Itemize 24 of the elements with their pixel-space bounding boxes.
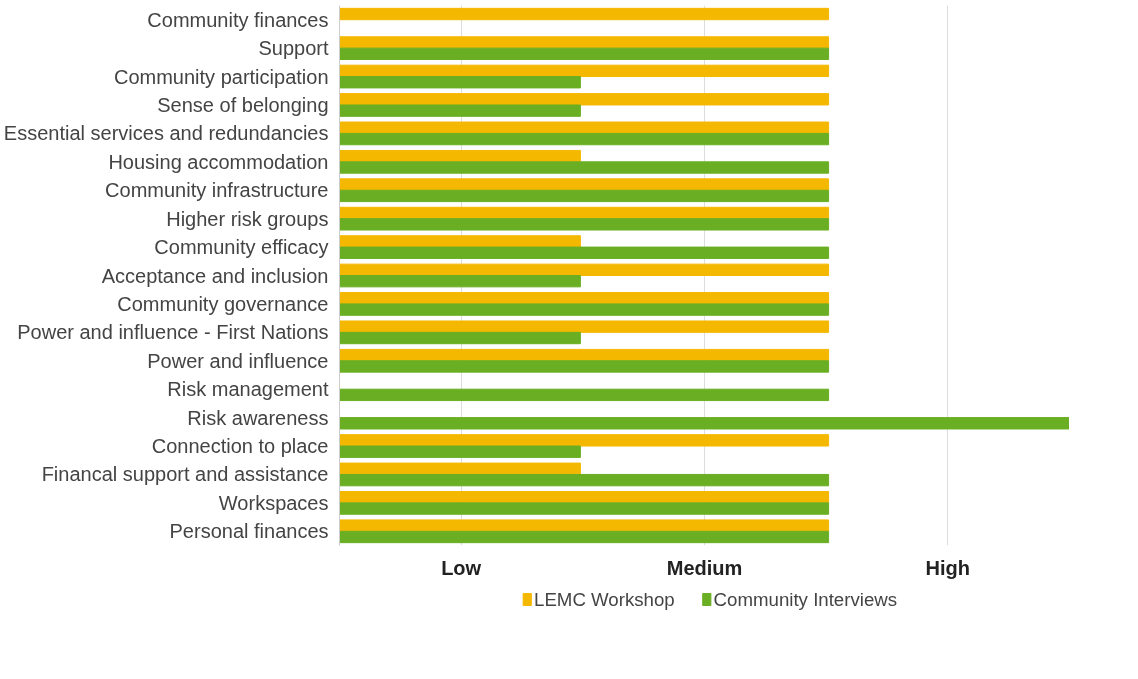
y-tick-label: Financal support and assistance [41,463,329,486]
y-tick-label: Sense of belonging [157,93,329,116]
y-tick-label: Essential services and redundancies [3,122,329,145]
y-tick-label: Risk management [167,378,329,401]
y-tick-label: Personal finances [169,520,329,543]
y-tick-label: Housing accommodation [108,150,329,173]
text: Medium [666,556,743,579]
legend-label: LEMC Workshop [534,589,675,610]
y-tick-label: Power and influence - First Nations [17,321,329,344]
legend-label: Community Interviews [713,589,898,610]
y-tick-label: Community efficacy [154,236,329,259]
y-tick-label: Acceptance and inclusion [101,264,329,287]
y-tick-label: Community finances [147,8,329,31]
y-tick-label: Community infrastructure [105,179,329,202]
y-tick-label: Power and influence [147,349,329,372]
text: High [925,556,971,579]
y-tick-label: Connection to place [151,435,329,458]
text: Low [441,556,482,579]
y-tick-label: Community participation [113,65,329,88]
y-tick-label: Workspaces [218,491,329,514]
y-tick-label: Community governance [117,292,329,315]
y-tick-label: Support [258,37,329,60]
y-tick-label: Higher risk groups [166,207,329,230]
y-tick-label: Risk awareness [187,406,329,429]
